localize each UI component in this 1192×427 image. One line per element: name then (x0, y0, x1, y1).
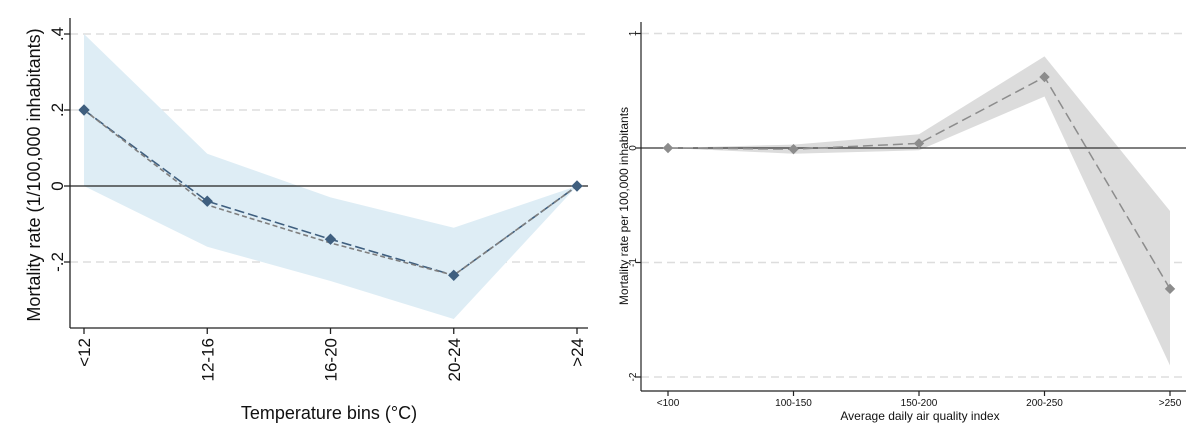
x-tick-label: 20-24 (445, 338, 464, 381)
y-tick-label: 1 (628, 30, 639, 36)
y-axis-title: Mortality rate (1/100,000 inhabitants) (24, 28, 44, 321)
x-tick-label: 150-200 (901, 398, 938, 409)
data-point (78, 104, 90, 116)
x-tick-label: <12 (75, 338, 94, 367)
y-tick-label: .2 (48, 103, 67, 117)
temperature-chart: .4 .2 0 -.2 <12 12-16 16-20 20-24 >24 Temperature… (24, 18, 588, 423)
confidence-band (84, 34, 577, 319)
confidence-band (668, 56, 1170, 366)
y-tick-label: .4 (48, 27, 67, 41)
x-tick-label: 12-16 (198, 338, 217, 381)
air-quality-chart: 1 0 -1 -2 <100 100-150 150-200 200-250 >250 Avera… (617, 22, 1186, 423)
data-point (662, 142, 674, 154)
data-point (1039, 71, 1050, 83)
data-point (201, 195, 213, 207)
x-axis-title: Average daily air quality index (840, 409, 999, 423)
data-point (571, 180, 583, 192)
x-tick-label: 16-20 (322, 338, 341, 381)
y-tick-label: -1 (628, 258, 639, 267)
y-tick-label: -2 (628, 372, 639, 381)
y-axis-title: Mortality rate per 100,000 inhabitants (617, 107, 631, 305)
x-tick-label: 100-150 (775, 398, 812, 409)
y-tick-label: 0 (628, 145, 639, 151)
y-tick-label: -.2 (48, 252, 67, 272)
data-point (913, 138, 925, 149)
data-point (448, 269, 460, 282)
x-tick-label: <100 (657, 398, 680, 409)
data-point (788, 143, 799, 155)
y-tick-label: 0 (48, 181, 67, 190)
x-tick-label: >250 (1159, 398, 1182, 409)
x-tick-label: >24 (568, 338, 587, 367)
x-axis-title: Temperature bins (°C) (241, 403, 417, 423)
data-point (1164, 283, 1176, 295)
x-tick-label: 200-250 (1026, 398, 1063, 409)
data-point (324, 233, 337, 245)
series-line (667, 76, 1171, 290)
